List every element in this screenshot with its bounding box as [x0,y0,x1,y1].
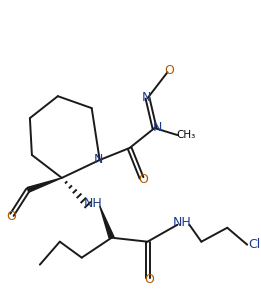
Text: O: O [164,64,174,77]
Text: N: N [94,153,103,167]
Text: CH₃: CH₃ [177,130,196,140]
Text: Cl: Cl [248,238,260,251]
Polygon shape [100,206,114,239]
Polygon shape [27,178,62,192]
Text: NH: NH [83,197,102,210]
Text: N: N [153,120,162,134]
Text: NH: NH [173,216,192,229]
Text: O: O [6,210,16,223]
Text: N: N [142,91,151,104]
Text: O: O [139,173,149,186]
Text: O: O [145,273,155,286]
